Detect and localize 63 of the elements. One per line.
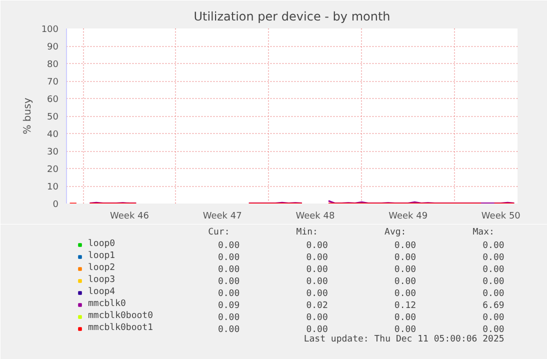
legend-label: loop0 [88,238,116,250]
y-tick-label: 80 [47,60,59,70]
text: 0.00 [306,289,328,299]
text: 0.00 [394,265,416,275]
text: 0.00 [306,313,328,323]
text: 0.00 [394,253,416,263]
text: Cur: [208,228,230,238]
y-tick-label: 60 [47,95,59,105]
text: 0.00 [482,265,504,275]
legend-label: loop3 [88,274,116,286]
y-axis-title: % busy [22,98,34,134]
text: Last update: Thu Dec 11 05:00:06 2025 [304,334,504,344]
text: 0.00 [218,289,240,299]
text: 0.00 [482,277,504,287]
y-tick-label: 30 [47,148,59,158]
text: 0.09 [218,301,240,311]
legend-label: mmcblk0 [88,298,126,310]
y-tick-label: 100 [41,25,59,35]
legend-label: loop4 [88,286,116,298]
text: Max: [472,228,494,238]
x-tick-label: Week 48 [296,212,335,222]
y-tick-label: 40 [47,130,59,140]
text: 0.00 [306,241,328,251]
text: 0.00 [306,253,328,263]
text: 0.00 [482,313,504,323]
text: 0.02 [306,301,328,311]
x-tick-label: Week 50 [481,212,521,222]
text: 0.00 [218,325,240,335]
text: 0.00 [482,325,504,335]
text: Min: [296,228,318,238]
text: 0.00 [218,313,240,323]
text: 0.00 [218,241,240,251]
text: 0.12 [394,301,416,311]
y-tick-label: 50 [47,112,59,122]
x-tick-label: Week 47 [202,212,242,222]
y-tick-label: 70 [47,78,59,88]
text: 0.00 [482,289,504,299]
x-tick-label: Week 49 [388,212,428,222]
text: 0.00 [306,265,328,275]
text: 0.00 [306,277,328,287]
y-tick-label: 20 [47,165,59,175]
text: 0.00 [394,289,416,299]
x-tick-label: Week 46 [110,212,150,222]
text: 6.69 [482,301,504,311]
legend-label: mmcblk0boot1 [88,322,154,334]
legend-label: loop2 [88,262,116,274]
text: 0.00 [218,277,240,287]
y-tick-label: 90 [47,42,59,52]
y-tick-label: 10 [47,182,59,192]
text: 0.00 [394,241,416,251]
legend-label: mmcblk0boot0 [88,310,154,322]
text: 0.00 [306,325,328,335]
legend-label: loop1 [88,250,116,262]
text: 0.00 [394,325,416,335]
text: 0.00 [482,253,504,263]
text: 0.00 [394,313,416,323]
chart-title: Utilization per device - by month [194,10,390,24]
y-tick-label: 0 [52,200,59,210]
text: Avg: [384,228,406,238]
text: 0.00 [482,241,504,251]
text: 0.00 [394,277,416,287]
text: 0.00 [218,265,240,275]
text: 0.00 [218,253,240,263]
